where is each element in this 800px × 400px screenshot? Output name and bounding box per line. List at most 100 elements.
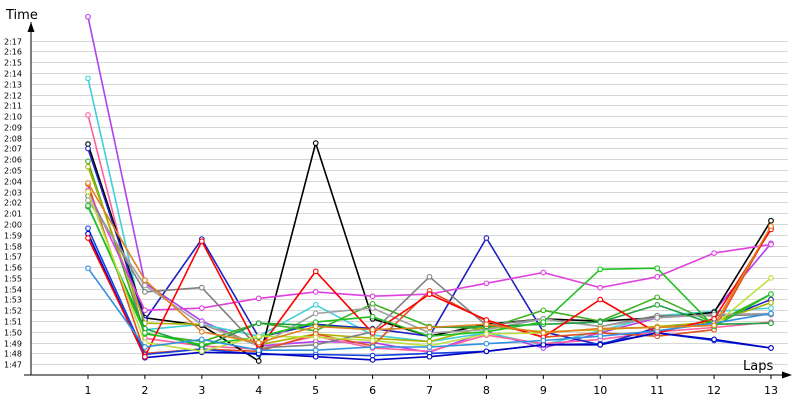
data-point — [85, 188, 91, 195]
data-point — [768, 299, 774, 306]
data-point — [312, 310, 319, 317]
data-point — [768, 275, 774, 281]
y-tick-label: 2:05 — [4, 167, 22, 176]
data-point — [369, 293, 376, 300]
data-point — [540, 337, 547, 344]
y-tick-label: 1:47 — [4, 361, 22, 370]
data-point — [369, 313, 376, 320]
data-point — [426, 291, 433, 297]
axes — [24, 22, 792, 379]
data-point — [142, 282, 148, 289]
data-point — [85, 163, 91, 170]
data-point — [198, 238, 205, 245]
data-point — [312, 353, 319, 360]
data-point — [654, 302, 661, 308]
data-point — [312, 140, 319, 146]
x-tick-label: 13 — [764, 384, 778, 397]
y-tick-label: 2:14 — [4, 70, 22, 79]
data-point — [369, 326, 376, 333]
data-point — [768, 320, 774, 327]
data-point — [312, 334, 319, 341]
data-point — [483, 340, 490, 347]
data-point — [142, 330, 148, 336]
data-point — [426, 353, 433, 360]
y-tick-label: 2:00 — [4, 221, 22, 230]
y-axis-title: Time — [5, 8, 38, 23]
data-point — [85, 180, 91, 186]
data-point — [369, 305, 376, 311]
x-tick-label: 10 — [593, 384, 607, 397]
data-point — [198, 341, 205, 348]
data-point — [198, 328, 205, 335]
y-tick-label: 2:08 — [4, 135, 22, 144]
data-point — [85, 75, 91, 82]
y-tick-label: 2:13 — [4, 81, 22, 90]
x-tick-label: 11 — [650, 384, 664, 397]
data-point — [597, 296, 604, 303]
data-point — [255, 320, 262, 327]
data-point — [255, 333, 262, 340]
y-tick-label: 2:11 — [4, 102, 22, 111]
x-tick-label: 7 — [426, 384, 433, 397]
data-point — [768, 291, 774, 297]
data-point — [711, 336, 717, 343]
data-point — [711, 322, 717, 329]
data-point — [85, 145, 91, 152]
y-tick-label: 2:12 — [4, 92, 22, 101]
x-tick-label: 4 — [255, 384, 262, 397]
y-tick-label: 2:06 — [4, 156, 22, 165]
y-tick-label: 1:49 — [4, 340, 22, 349]
y-tick-label: 2:03 — [4, 189, 22, 198]
y-tick-label: 1:50 — [4, 329, 22, 338]
x-tick-label: 9 — [540, 384, 547, 397]
data-point — [768, 241, 774, 248]
data-point — [768, 217, 774, 224]
data-point — [85, 158, 91, 165]
data-point — [768, 223, 774, 229]
data-point — [198, 336, 205, 343]
data-point — [426, 324, 433, 331]
data-point — [198, 305, 205, 311]
data-point — [426, 344, 433, 350]
y-tick-label: 2:02 — [4, 199, 22, 208]
x-tick-label: 6 — [369, 384, 376, 397]
x-tick-labels: 1 2 3 4 5 6 7 8 9 10 11 12 13 — [85, 384, 778, 397]
x-axis-arrow-icon — [782, 371, 792, 379]
data-point — [369, 357, 376, 363]
y-tick-label: 2:09 — [4, 124, 22, 133]
x-axis-title: Laps — [743, 359, 773, 374]
data-point — [312, 289, 319, 295]
y-tick-label: 1:52 — [4, 307, 22, 316]
data-point — [312, 302, 319, 308]
data-point — [597, 319, 604, 325]
data-point — [85, 13, 91, 20]
data-point — [85, 202, 91, 209]
series-line — [87, 78, 772, 346]
data-point — [540, 319, 547, 325]
data-point — [312, 268, 319, 275]
data-point — [85, 225, 91, 232]
data-point — [142, 289, 148, 295]
series-18 — [85, 265, 774, 354]
data-point — [483, 235, 490, 241]
x-tick-label: 8 — [483, 384, 490, 397]
y-tick-label: 1:55 — [4, 275, 22, 284]
y-tick-label: 2:07 — [4, 145, 22, 154]
data-point — [142, 344, 148, 350]
y-tick-label: 2:17 — [4, 38, 22, 47]
data-point — [198, 348, 205, 355]
data-point — [312, 341, 319, 348]
data-point — [426, 273, 433, 280]
data-point — [597, 284, 604, 291]
data-point — [768, 345, 774, 351]
data-point — [312, 323, 319, 330]
y-tick-label: 1:59 — [4, 232, 22, 241]
y-tick-label: 1:51 — [4, 318, 22, 327]
data-point — [142, 277, 148, 283]
data-point — [654, 265, 661, 272]
data-point — [369, 344, 376, 350]
data-point — [597, 341, 604, 348]
data-point — [369, 337, 376, 344]
data-point — [768, 310, 774, 317]
